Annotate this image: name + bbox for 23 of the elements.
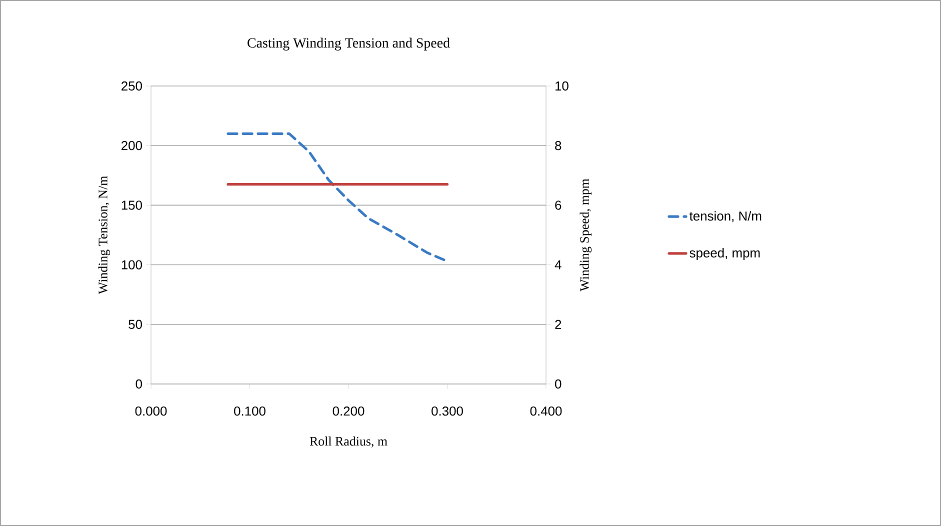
y-tick-label: 200 <box>122 141 142 150</box>
y2-tick-label: 10 <box>556 81 568 91</box>
x-tick-label: 0.300 <box>432 406 463 416</box>
y2-axis-title: Winding Speed, mpm <box>580 178 592 292</box>
legend-label: speed, mpm <box>690 248 760 260</box>
y2-tick-label: 6 <box>555 200 562 210</box>
legend-label: tension, N/m <box>690 211 762 222</box>
x-tick-label: 0.000 <box>135 406 167 416</box>
y2-tick-label: 2 <box>555 320 562 329</box>
y-axis-title: Winding Tension, N/m <box>98 176 110 294</box>
y-tick-label: 0 <box>136 379 142 389</box>
x-tick-label: 0.100 <box>234 406 266 416</box>
x-axis-title: Roll Radius, m <box>310 436 388 448</box>
chart-title: Casting Winding Tension and Speed <box>248 38 450 50</box>
y2-tick-label: 8 <box>555 140 562 150</box>
y2-tick-label: 0 <box>555 379 562 389</box>
y2-tick-label: 4 <box>554 260 562 270</box>
x-tick-label: 0.400 <box>530 406 562 416</box>
y-tick-label: 100 <box>122 260 142 270</box>
y-tick-label: 50 <box>128 320 142 329</box>
y-tick-label: 150 <box>122 200 142 210</box>
y-tick-label: 250 <box>122 81 142 91</box>
x-tick-label: 0.200 <box>332 406 364 416</box>
